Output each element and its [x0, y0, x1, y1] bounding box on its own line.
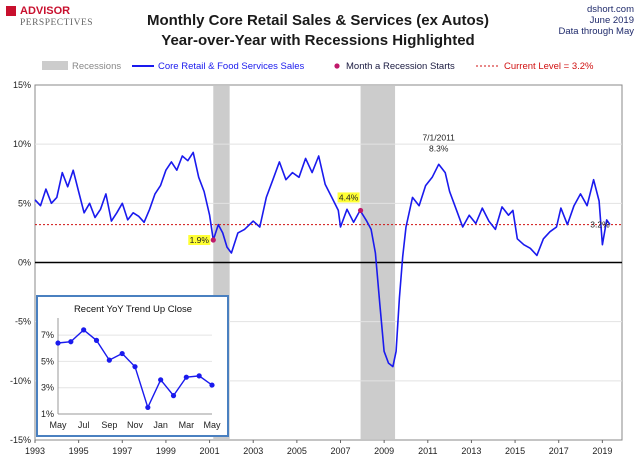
x-tick-label: 1999: [156, 446, 176, 456]
annotation-label: 1.9%: [190, 235, 210, 245]
inset-point: [183, 374, 189, 380]
legend-series-label: Core Retail & Food Services Sales: [158, 61, 305, 72]
inset-title: Recent YoY Trend Up Close: [74, 304, 192, 315]
x-tick-label: 2019: [592, 446, 612, 456]
x-tick-label: 2009: [374, 446, 394, 456]
inset-x-tick-label: May: [203, 420, 221, 430]
x-tick-label: 2003: [243, 446, 263, 456]
inset-x-tick-label: Sep: [101, 420, 117, 430]
inset-point: [106, 357, 112, 363]
inset-point: [209, 382, 215, 388]
inset-gridlines: [57, 318, 212, 415]
x-tick-label: 2001: [200, 446, 220, 456]
inset-y-tick-label: 7%: [41, 330, 54, 340]
x-tick-label: 1997: [112, 446, 132, 456]
recession-start-marker: [357, 207, 364, 214]
inset-point: [158, 377, 164, 383]
inset-point: [81, 327, 87, 333]
logo-mark-icon: [6, 6, 16, 16]
inset-point: [145, 404, 151, 411]
inset-point: [119, 350, 125, 357]
annotation-label: 8.3%: [429, 143, 449, 153]
inset-x-ticks: May Jul Sep Nov Jan Mar May: [49, 420, 221, 430]
x-tick-label: 2013: [461, 446, 481, 456]
inset-x-tick-label: Jan: [153, 420, 168, 430]
y-tick-label: -10%: [10, 376, 31, 386]
logo-line1: ADVISOR: [20, 5, 70, 17]
source-line1: dshort.com: [587, 4, 634, 15]
x-tick-label: 2011: [418, 446, 437, 456]
y-tick-label: 10%: [13, 139, 31, 149]
source-line3: Data through May: [558, 26, 634, 37]
chart-title-line1: Monthly Core Retail Sales & Services (ex…: [147, 12, 489, 29]
y-tick-label: 15%: [13, 80, 31, 90]
inset-y-tick-label: 5%: [41, 356, 54, 366]
inset-point: [196, 373, 202, 379]
inset-point: [170, 393, 177, 399]
inset-chart: Recent YoY Trend Up Close 7% 5% 3% 1% May Ju…: [36, 295, 229, 437]
y-tick-label: 5%: [18, 198, 31, 208]
source-line2: June 2019: [590, 15, 634, 26]
y-tick-label: -15%: [10, 435, 31, 445]
annotation-label: 3.2%: [590, 220, 610, 230]
inset-y-ticks: 7% 5% 3% 1%: [41, 330, 54, 419]
x-tick-label: 1993: [25, 446, 45, 456]
inset-point: [55, 340, 61, 346]
annotation-highlight: [188, 235, 211, 246]
legend-recessions-label: Recessions: [72, 61, 121, 72]
plot-area: 15% 10% 5% 0% -5% -10% -15% 1993 1995 1997 1999 20…: [10, 80, 623, 456]
inset-x-tick-label: Jul: [78, 420, 90, 430]
logo: ADVISOR PERSPECTIVES: [6, 5, 93, 28]
legend-recession-start-label: Month a Recession Starts: [346, 61, 455, 72]
chart-title-line2: Year-over-Year with Recessions Highlight…: [161, 32, 474, 49]
annotation-label: 7/1/2011: [422, 132, 455, 142]
inset-x-tick-label: Nov: [127, 420, 144, 430]
recession-start-marker: [210, 237, 216, 243]
y-tick-label: 0%: [18, 258, 31, 268]
inset-point: [132, 364, 138, 370]
inset-y-tick-label: 3%: [41, 383, 54, 393]
x-tick-label: 2005: [287, 446, 307, 456]
x-tick-label: 2015: [505, 446, 525, 456]
inset-x-tick-label: May: [49, 420, 67, 430]
x-tick-label: 1995: [69, 446, 89, 456]
recession-start-markers: [210, 207, 364, 243]
x-axis-ticks: 1993 1995 1997 1999 2001 2003 2005 2007 2009 2011…: [25, 440, 612, 456]
inset-point: [68, 339, 74, 345]
inset-points: [55, 327, 215, 411]
annotation-label: 4.4%: [339, 192, 359, 202]
series-line-core-retail: [34, 151, 611, 368]
annotation-highlight: [337, 192, 360, 203]
logo-line2: PERSPECTIVES: [20, 18, 93, 28]
x-tick-label: 2007: [330, 446, 350, 456]
x-tick-label: 2017: [549, 446, 569, 456]
legend: Recessions Core Retail & Food Services S…: [42, 61, 594, 72]
inset-y-tick-label: 1%: [41, 409, 54, 419]
legend-recession-start-swatch: [334, 63, 340, 69]
y-axis-ticks: 15% 10% 5% 0% -5% -10% -15%: [10, 80, 31, 445]
inset-x-tick-label: Mar: [179, 420, 195, 430]
y-tick-label: -5%: [15, 317, 31, 327]
legend-current-label: Current Level = 3.2%: [504, 61, 594, 72]
inset-point: [93, 337, 100, 343]
legend-recession-swatch: [42, 61, 68, 70]
